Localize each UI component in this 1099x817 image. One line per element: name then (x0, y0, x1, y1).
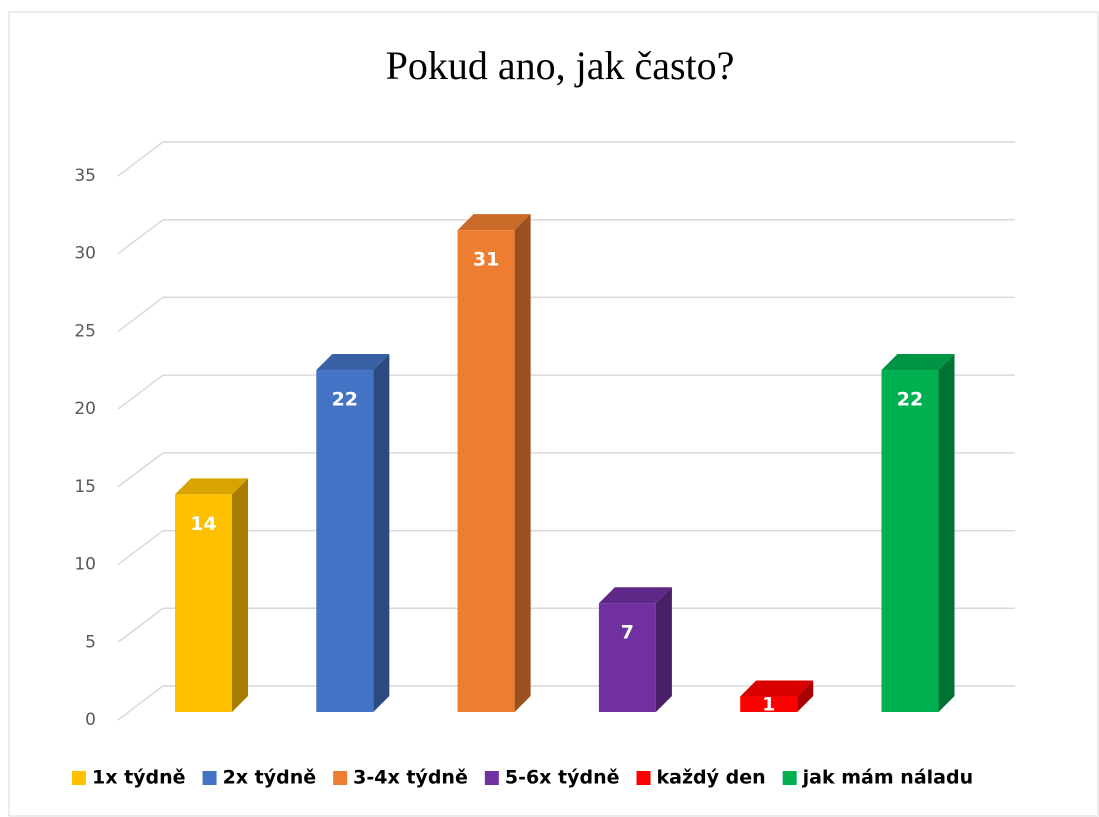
grid-line (117, 685, 1015, 721)
bar-top (175, 478, 248, 495)
bar-side-shade (373, 354, 390, 712)
legend-label: 1x týdně (92, 767, 186, 789)
bar (316, 370, 374, 712)
value-label: 22 (332, 389, 358, 411)
bar-top-shade (316, 354, 390, 371)
legend-swatch (484, 771, 499, 785)
legend-swatch (636, 771, 651, 785)
grid-line (117, 296, 1015, 333)
bar-side (938, 354, 955, 712)
y-tick-label: 25 (74, 321, 96, 341)
legend-swatch (72, 771, 86, 785)
bar (598, 603, 656, 712)
chart-title: Pokud ano, jak často? (386, 43, 735, 88)
bar-side-shade (655, 587, 672, 712)
legend-label: každý den (657, 767, 766, 789)
bar-top (457, 214, 531, 231)
value-label: 14 (190, 513, 216, 535)
y-tick-label: 35 (74, 166, 96, 186)
bar-side-shade (797, 680, 814, 712)
bar-top-shade (740, 680, 814, 697)
value-label: 7 (621, 622, 634, 644)
bar-top-shade (175, 478, 248, 495)
legend-swatch (202, 771, 217, 785)
legend-label: 3-4x týdně (353, 767, 468, 789)
bar-top (598, 587, 672, 604)
value-label: 1 (762, 694, 775, 716)
bar-side (514, 214, 531, 712)
y-tick-label: 15 (74, 477, 96, 497)
bar-top-shade (881, 354, 955, 371)
y-tick-label: 10 (74, 555, 96, 575)
legend-label: jak mám náladu (802, 767, 973, 789)
y-tick-label: 20 (74, 399, 96, 419)
grid-line (117, 141, 1015, 177)
bar-side (232, 478, 248, 712)
bar-side (655, 587, 672, 712)
grid-line (117, 607, 1015, 643)
bar (175, 494, 232, 712)
bar (457, 230, 515, 712)
legend-label: 2x týdně (223, 767, 317, 789)
value-label: 22 (897, 389, 923, 411)
bar-top-shade (598, 587, 672, 604)
bar-side (373, 354, 390, 712)
y-tick-label: 30 (74, 244, 96, 264)
bar-side (797, 680, 814, 712)
y-tick-label: 0 (85, 710, 96, 730)
legend-swatch (782, 771, 797, 785)
value-label: 31 (473, 249, 499, 271)
bar (740, 696, 798, 712)
grid-line (117, 374, 1015, 410)
bar-side-shade (232, 478, 248, 712)
bar-top-shade (457, 214, 531, 231)
bar-top (316, 354, 390, 371)
legend-swatch (333, 771, 348, 785)
bar-side-shade (514, 214, 531, 712)
bar (881, 370, 939, 712)
y-tick-label: 5 (85, 632, 96, 652)
bar-top (881, 354, 955, 371)
grid-line (117, 529, 1015, 566)
grid-line (117, 218, 1015, 255)
grid-line (117, 452, 1015, 488)
bar-side-shade (938, 354, 955, 712)
bar-top (740, 680, 814, 697)
legend-label: 5-6x týdně (505, 767, 620, 789)
